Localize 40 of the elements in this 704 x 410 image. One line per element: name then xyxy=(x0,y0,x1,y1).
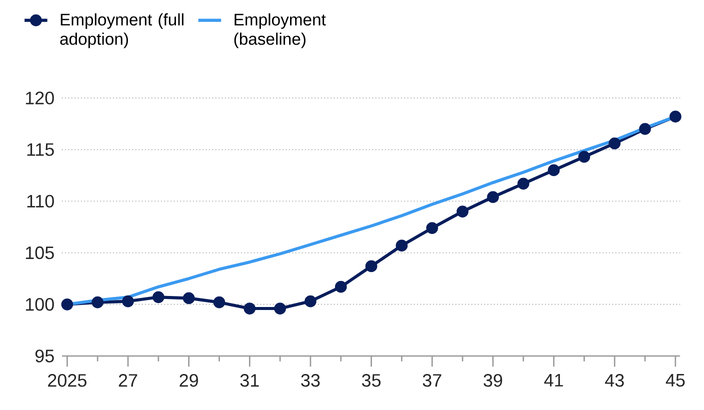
point xyxy=(122,295,134,308)
point xyxy=(274,302,286,314)
y-tick-label: 100 xyxy=(26,298,54,311)
legend-label: Employment (baseline) xyxy=(234,13,326,48)
point xyxy=(365,260,378,272)
point xyxy=(426,222,438,234)
point xyxy=(669,110,682,123)
point xyxy=(487,191,499,203)
x-tick-label: 29 xyxy=(180,374,198,387)
point xyxy=(152,291,164,304)
x-tick-label: 27 xyxy=(118,374,138,387)
point xyxy=(517,178,530,190)
point xyxy=(548,164,560,176)
x-tick-label: 2025 xyxy=(48,374,86,387)
point xyxy=(61,298,74,310)
point xyxy=(639,123,651,135)
legend-label: Employment (full adoption) xyxy=(60,13,184,48)
y-tick-label: 110 xyxy=(27,194,54,208)
x-tick-label: 37 xyxy=(422,374,442,387)
x-tick-label: 31 xyxy=(240,374,259,387)
point xyxy=(244,302,256,314)
x-tick-label: 41 xyxy=(544,374,563,386)
x-tick-label: 39 xyxy=(484,374,502,387)
point xyxy=(92,296,104,308)
x-tick-label: 43 xyxy=(605,374,624,387)
x-tick-label: 35 xyxy=(362,374,381,387)
point xyxy=(304,295,316,308)
y-tick-label: 120 xyxy=(26,92,54,104)
x-tick-label: 33 xyxy=(301,374,320,387)
x-tick-label: 45 xyxy=(666,374,685,387)
y-tick-label: 105 xyxy=(26,246,54,260)
y-tick-label: 115 xyxy=(27,143,54,156)
y-tick-label: 95 xyxy=(35,350,54,362)
point xyxy=(182,292,195,304)
point xyxy=(578,150,590,163)
point xyxy=(456,206,468,218)
point xyxy=(334,280,347,293)
point xyxy=(213,296,226,308)
point xyxy=(396,240,408,252)
point xyxy=(608,137,621,150)
